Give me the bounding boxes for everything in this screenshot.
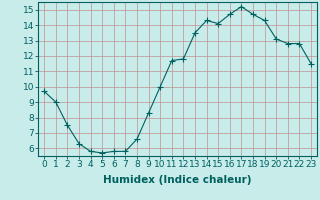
X-axis label: Humidex (Indice chaleur): Humidex (Indice chaleur) [103,175,252,185]
